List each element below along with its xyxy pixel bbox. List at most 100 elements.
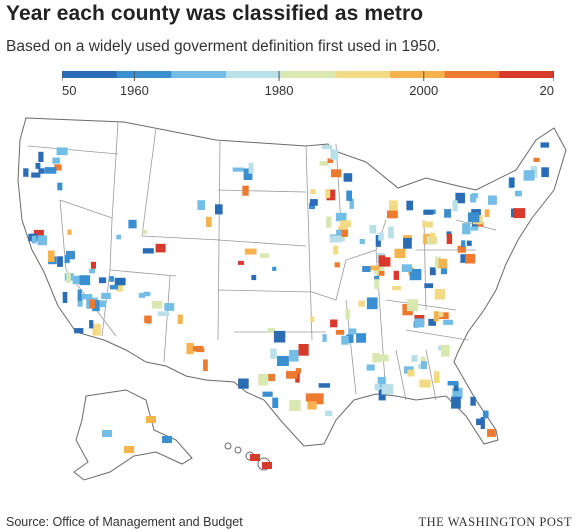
county-patch (164, 303, 175, 311)
county-patch (62, 292, 68, 303)
county-patch (330, 319, 338, 328)
county-patch (99, 300, 107, 308)
county-patch (392, 286, 401, 291)
county-patch (420, 361, 427, 370)
county-patch (472, 220, 478, 231)
county-patch (470, 226, 479, 231)
county-patch (533, 157, 540, 162)
county-patch (378, 255, 386, 264)
county-patch (193, 345, 204, 352)
county-patch (128, 219, 137, 229)
source-note: Source: Office of Management and Budget (6, 515, 243, 529)
county-patch (393, 270, 400, 280)
county-patch (177, 314, 183, 325)
county-patch (326, 216, 332, 228)
county-patch (428, 318, 436, 326)
county-patch (57, 182, 63, 191)
county-patch (375, 235, 381, 247)
county-patch (89, 299, 96, 309)
publisher-credit: THE WASHINGTON POST (418, 515, 572, 529)
county-patch (31, 172, 41, 178)
county-patch (258, 373, 269, 386)
county-patch (401, 264, 412, 272)
county-patch (447, 381, 459, 386)
county-patch (403, 235, 412, 241)
county-patch (515, 190, 522, 197)
county-patch (66, 273, 71, 283)
county-patch (74, 328, 84, 334)
county-patch (467, 212, 480, 223)
county-patch (358, 300, 365, 307)
county-patch (142, 229, 148, 234)
county-patch (37, 235, 47, 246)
county-patch (98, 277, 107, 284)
county-patch (434, 289, 446, 300)
county-patch (462, 223, 471, 235)
county-patch (144, 315, 152, 324)
county-patch (47, 250, 55, 262)
county-patch (407, 369, 415, 377)
county-patch (378, 388, 386, 401)
county-patch (374, 266, 385, 275)
county-patch (423, 210, 434, 215)
county-patch (444, 209, 452, 218)
county-patch (366, 364, 375, 371)
county-patch (484, 209, 490, 217)
county-patch (439, 312, 449, 320)
county-patch (248, 162, 254, 174)
county-patch (369, 224, 377, 234)
county-patch (435, 256, 441, 269)
county-patch (90, 261, 96, 269)
county-patch (109, 285, 119, 290)
county-patch (57, 256, 63, 267)
legend-tick-label: 1960 (120, 83, 149, 98)
county-patch (409, 268, 422, 281)
county-patch (270, 348, 277, 359)
county-patch (244, 248, 257, 255)
county-patch (488, 195, 497, 205)
county-patch (349, 198, 354, 209)
county-patch (326, 189, 336, 201)
county-patch (434, 371, 440, 383)
county-patch (476, 418, 485, 426)
county-patch (335, 212, 347, 222)
county-patch (295, 368, 302, 374)
county-patch (509, 177, 515, 188)
county-patch (114, 277, 126, 286)
county-patch (346, 334, 354, 343)
county-patch (429, 232, 436, 243)
county-patch (359, 239, 365, 245)
county-patch (523, 170, 535, 181)
county-patch (438, 258, 447, 269)
county-patch (142, 248, 154, 254)
county-patch (307, 401, 317, 410)
county-patch (335, 329, 345, 335)
map-svg (17, 117, 567, 481)
county-patch (453, 381, 459, 392)
county-patch (277, 355, 289, 366)
county-patch (289, 350, 299, 362)
county-patch (406, 299, 419, 312)
county-patch (374, 275, 380, 280)
county-patch (433, 311, 439, 322)
alaska-outline (73, 389, 193, 481)
county-patch (92, 300, 100, 312)
county-patch (294, 349, 299, 355)
county-patch (338, 229, 348, 237)
county-patch (374, 383, 380, 391)
county-patch (151, 300, 163, 309)
county-patch (266, 373, 276, 382)
county-patch (260, 253, 269, 258)
county-patch (322, 334, 327, 342)
county-patch (343, 173, 353, 182)
county-patch (116, 284, 123, 292)
county-patch (381, 384, 394, 395)
county-patch (378, 232, 384, 241)
county-patch (89, 320, 94, 329)
county-patch (336, 229, 342, 237)
legend-tick-label: 1980 (265, 83, 294, 98)
county-patch (262, 391, 273, 397)
county-patch (92, 323, 101, 336)
county-patch (162, 436, 172, 443)
county-patch (56, 147, 68, 156)
